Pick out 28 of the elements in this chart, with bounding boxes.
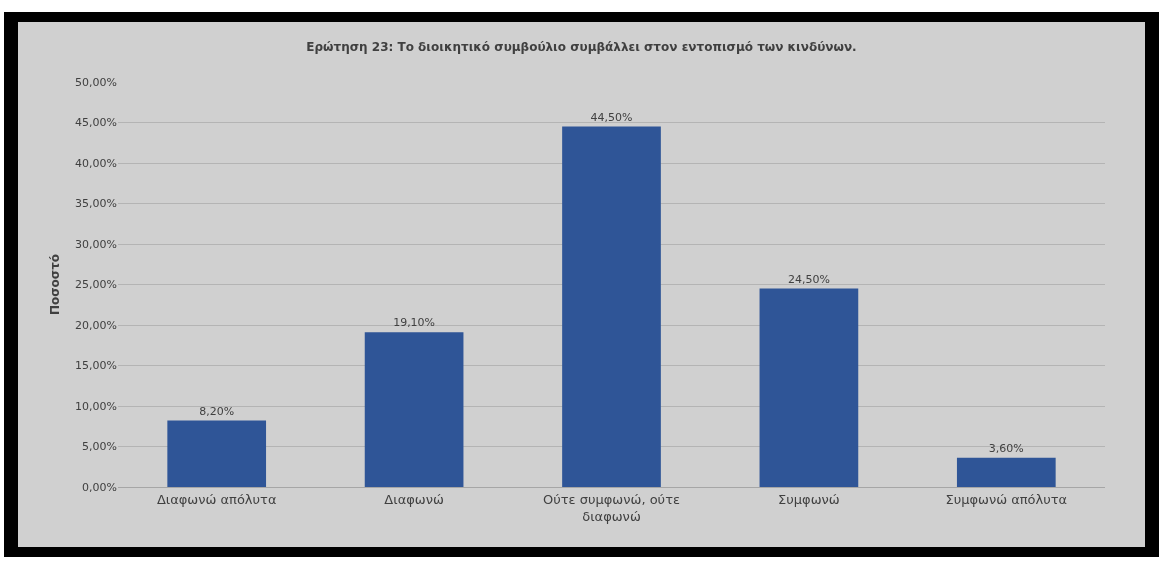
bar	[759, 288, 859, 487]
x-tick-label: Συμφωνώ	[778, 491, 840, 507]
y-tick-label: 35,00%	[75, 197, 117, 211]
y-tick-label: 0,00%	[82, 480, 117, 494]
data-label: 24,50%	[787, 272, 830, 286]
y-tick-label: 10,00%	[75, 399, 117, 413]
x-tick-label: Διαφωνώ	[384, 491, 444, 507]
x-tick-label: Ούτε συμφωνώ, ούτε διαφωνώ	[543, 491, 680, 524]
x-tick-label: Συμφωνώ απόλυτα	[945, 491, 1068, 507]
y-tick-label: 40,00%	[75, 156, 117, 170]
y-tick-label: 20,00%	[75, 318, 117, 332]
y-axis-title: Ποσοστό	[48, 253, 63, 316]
bar	[562, 126, 661, 487]
y-tick-label: 30,00%	[75, 237, 117, 251]
y-tick-label: 25,00%	[75, 278, 117, 292]
data-label: 3,60%	[988, 441, 1024, 455]
bar	[167, 420, 267, 487]
data-label: 8,20%	[199, 404, 235, 418]
y-tick-label: 15,00%	[75, 359, 117, 373]
bar	[956, 457, 1056, 487]
data-label: 44,50%	[590, 110, 633, 124]
y-tick-label: 45,00%	[75, 116, 117, 130]
y-tick-label: 50,00%	[75, 75, 117, 89]
data-label: 19,10%	[393, 316, 436, 330]
y-tick-label: 5,00%	[82, 440, 117, 454]
chart-title: Ερώτηση 23: Το διοικητικό συμβούλιο συμβάλλει στον εντοπισμό των κινδύνων.	[306, 40, 857, 55]
x-tick-label: Διαφωνώ απόλυτα	[156, 491, 277, 507]
bar	[364, 332, 464, 487]
